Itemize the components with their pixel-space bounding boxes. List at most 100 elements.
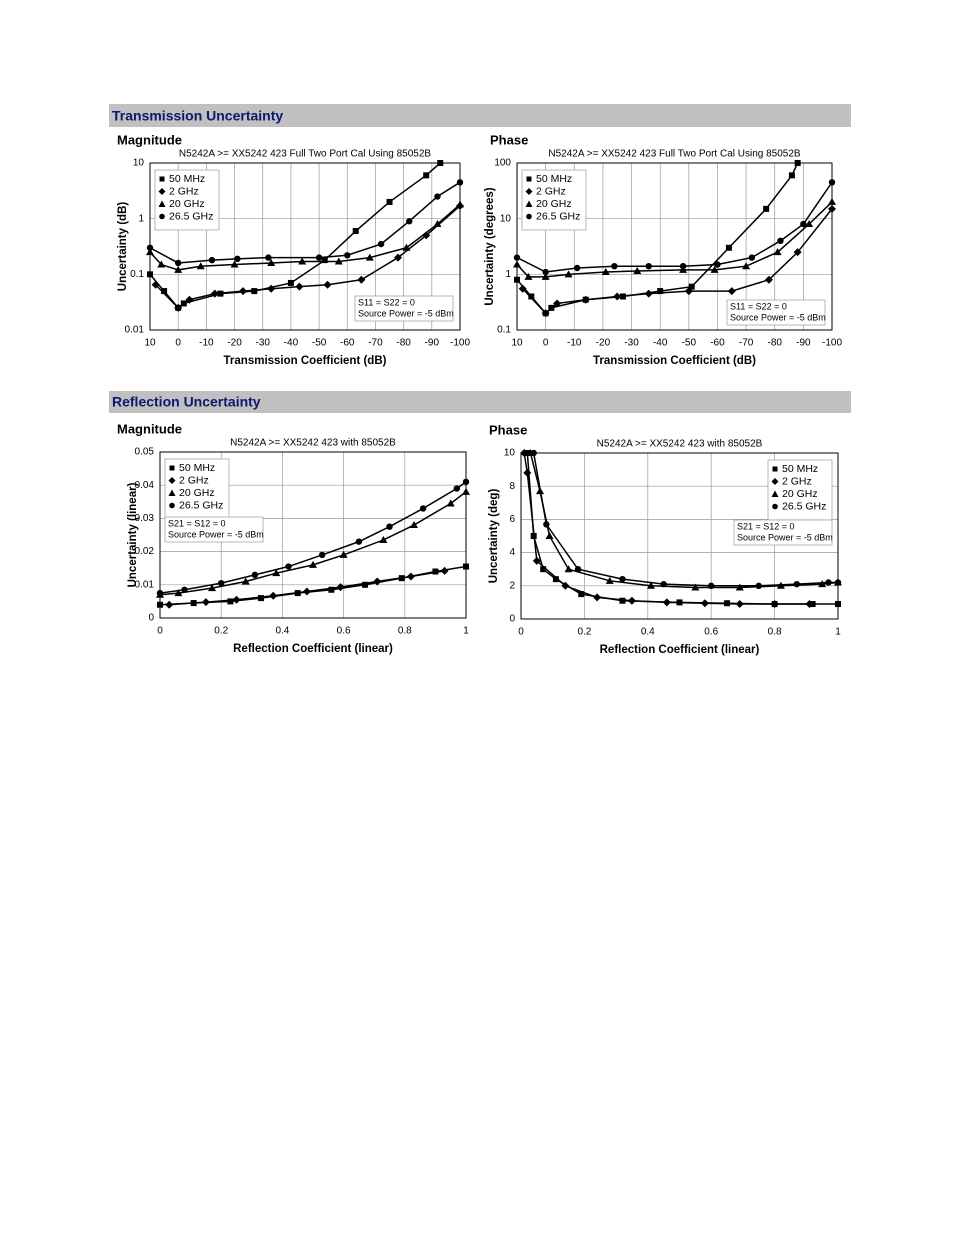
marker — [251, 571, 259, 579]
marker — [352, 228, 359, 235]
marker — [688, 283, 695, 290]
y-tick-label: 6 — [509, 514, 515, 525]
marker — [679, 265, 688, 273]
marker — [619, 575, 626, 583]
marker — [528, 293, 535, 300]
marker — [513, 254, 521, 261]
x-tick-label: -70 — [739, 338, 754, 349]
x-tick-label: -30 — [624, 338, 639, 349]
marker — [157, 601, 163, 608]
marker — [542, 268, 549, 276]
marker — [793, 248, 802, 257]
marker — [434, 193, 441, 200]
x-tick-label: 0.8 — [398, 626, 412, 637]
marker — [593, 593, 602, 602]
x-tick-label: -70 — [368, 338, 383, 349]
marker — [561, 581, 570, 590]
section-heading: Reflection Uncertainty — [112, 394, 261, 410]
marker — [552, 576, 559, 583]
x-tick-label: -100 — [450, 338, 470, 349]
y-tick-label: 10 — [504, 448, 516, 459]
section-bar — [109, 391, 851, 413]
marker — [735, 600, 744, 609]
marker — [257, 595, 264, 602]
marker — [828, 204, 836, 213]
legend-label: 20 GHz — [536, 198, 572, 210]
marker — [777, 237, 784, 245]
chart-title: Phase — [490, 132, 528, 147]
y-tick-label: 0 — [148, 613, 154, 624]
marker — [295, 282, 304, 291]
marker — [409, 521, 418, 529]
marker — [174, 589, 183, 597]
marker — [825, 579, 832, 586]
marker — [805, 600, 814, 609]
marker — [251, 288, 258, 295]
marker — [309, 560, 317, 568]
marker — [208, 256, 216, 264]
marker — [437, 160, 444, 166]
marker — [645, 262, 652, 270]
marker — [613, 292, 622, 301]
legend-marker — [159, 213, 165, 220]
marker — [805, 220, 814, 228]
marker — [543, 521, 550, 528]
legend-marker — [169, 465, 175, 471]
x-tick-label: 0 — [518, 627, 524, 638]
annotation-box — [733, 519, 833, 546]
plot-border — [520, 452, 839, 620]
x-tick-label: -80 — [768, 338, 783, 349]
annotation: S21 = S12 = 0 — [737, 521, 795, 531]
x-tick-label: -50 — [682, 338, 697, 349]
marker — [581, 295, 590, 304]
annotation: Source Power = -5 dBm — [168, 529, 264, 539]
marker — [514, 276, 520, 283]
marker — [315, 254, 323, 261]
legend-label: 50 MHz — [536, 173, 572, 185]
marker — [619, 597, 626, 604]
chart-subtitle: N5242A >= XX5242 423 with 85052B — [230, 438, 396, 449]
marker — [201, 598, 210, 607]
marker — [423, 172, 430, 179]
chart-subtitle: N5242A >= XX5242 423 Full Two Port Cal U… — [548, 149, 801, 160]
y-tick-label: 4 — [509, 547, 515, 558]
marker — [513, 260, 521, 268]
marker — [520, 449, 529, 457]
annotation: Source Power = -5 dBm — [737, 532, 833, 542]
x-axis-title: Transmission Coefficient (dB) — [593, 355, 756, 367]
marker — [742, 262, 751, 270]
marker — [530, 449, 537, 457]
y-tick-label: 0.01 — [135, 579, 155, 590]
marker — [523, 468, 532, 477]
marker — [174, 303, 183, 312]
legend-marker — [159, 176, 165, 182]
marker — [524, 272, 533, 280]
annotation: S21 = S12 = 0 — [168, 518, 226, 528]
marker — [657, 288, 664, 295]
legend-label: 26.5 GHz — [179, 499, 223, 511]
y-axis-title: Uncertainty (linear) — [127, 482, 139, 587]
legend-label: 50 MHz — [179, 462, 215, 474]
marker — [272, 569, 281, 577]
marker — [463, 563, 469, 570]
y-tick-label: 100 — [494, 158, 511, 169]
marker — [794, 160, 801, 166]
legend-box — [164, 458, 230, 520]
y-tick-label: 2 — [509, 580, 515, 591]
x-tick-label: 0.6 — [337, 626, 351, 637]
marker — [344, 252, 351, 259]
chart: Magnitude N5242A >= XX5242 423 with 85052… — [117, 421, 470, 655]
marker — [218, 579, 225, 587]
marker — [660, 580, 667, 588]
y-axis-title: Uncertainty (deg) — [488, 489, 500, 584]
marker — [564, 270, 573, 278]
chart: Phase N5242A >= XX5242 423 Full Two Port … — [484, 132, 842, 367]
marker — [406, 218, 413, 225]
marker — [627, 596, 636, 605]
marker — [334, 257, 343, 265]
marker — [336, 583, 345, 592]
legend-label: 20 GHz — [169, 198, 205, 210]
legend-label: 26.5 GHz — [536, 210, 580, 222]
marker — [185, 295, 194, 304]
